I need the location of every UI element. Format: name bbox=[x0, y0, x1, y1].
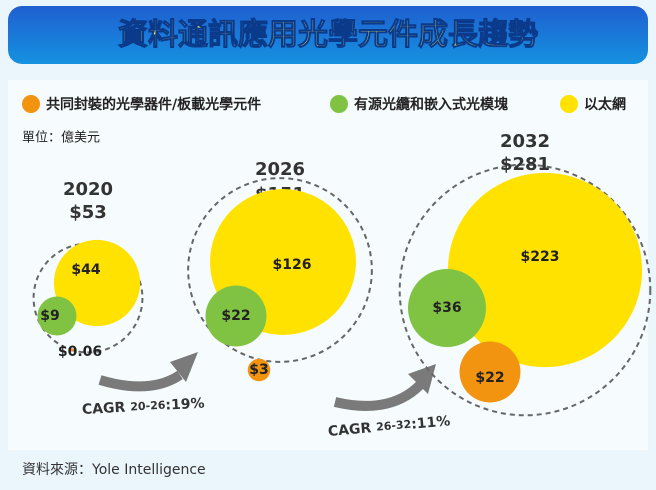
arrow-head bbox=[408, 364, 436, 394]
cagr-annotation: CAGR 20-26:19% bbox=[82, 396, 205, 418]
total-label: $281 bbox=[500, 154, 550, 175]
total-circle bbox=[398, 163, 652, 417]
value-label: $36 bbox=[432, 300, 461, 316]
bubble bbox=[408, 269, 486, 347]
arrow-head bbox=[170, 352, 198, 382]
bubble bbox=[247, 358, 271, 382]
value-label: $3 bbox=[249, 362, 268, 378]
legend-label: 共同封裝的光學器件/板載光學元件 bbox=[46, 96, 261, 113]
unit-label: 單位：億美元 bbox=[22, 130, 100, 146]
value-label: $22 bbox=[221, 308, 250, 324]
cagr-value: :19% bbox=[165, 396, 205, 414]
cagr-annotation: CAGR 26-32:11% bbox=[327, 413, 451, 440]
year-label: 2026 bbox=[255, 159, 305, 180]
total-circle bbox=[187, 177, 373, 363]
year-label: 2032 bbox=[500, 131, 550, 152]
legend-swatch bbox=[560, 95, 578, 113]
bubble bbox=[205, 285, 267, 347]
value-label: $223 bbox=[521, 249, 560, 265]
legend-label: 以太網 bbox=[584, 96, 626, 113]
source: 資料來源：Yole Intelligence bbox=[22, 462, 206, 478]
arrow bbox=[333, 381, 424, 411]
value-label: $0.06 bbox=[58, 344, 102, 360]
total-label: $53 bbox=[69, 202, 107, 223]
value-label: $22 bbox=[475, 370, 504, 386]
cagr-label: CAGR bbox=[327, 420, 372, 440]
bubble bbox=[70, 348, 74, 352]
title-banner bbox=[8, 6, 648, 64]
arrow bbox=[98, 370, 183, 392]
legend-swatch bbox=[330, 95, 348, 113]
legend-swatch bbox=[22, 95, 40, 113]
value-label: $126 bbox=[273, 257, 312, 273]
cagr-period: 20-26 bbox=[130, 399, 166, 414]
bubble bbox=[37, 296, 77, 336]
bubble bbox=[53, 239, 141, 327]
year-label: 2020 bbox=[63, 179, 113, 200]
value-label: $9 bbox=[40, 308, 59, 324]
chart-title: 資料通訊應用光學元件成長趨勢 bbox=[118, 18, 538, 53]
bubble bbox=[447, 172, 643, 368]
cagr-period: 26-32 bbox=[376, 418, 412, 434]
legend-label: 有源光纜和嵌入式光模塊 bbox=[354, 96, 508, 113]
value-label: $44 bbox=[71, 262, 100, 278]
cagr-label: CAGR bbox=[82, 400, 126, 418]
bubble bbox=[459, 341, 521, 403]
cagr-value: :11% bbox=[411, 413, 451, 432]
